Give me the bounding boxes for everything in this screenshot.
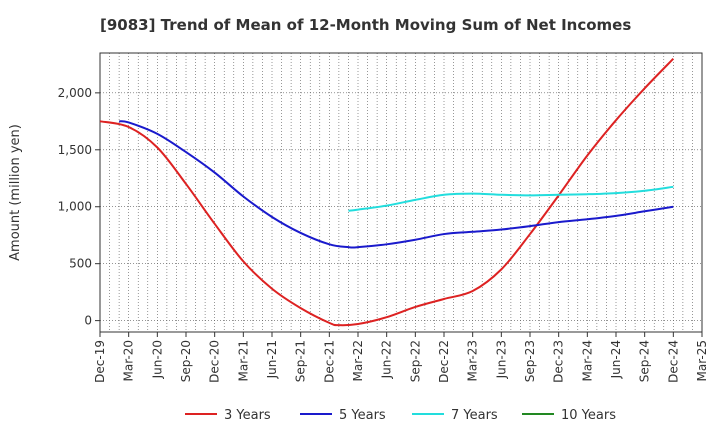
legend-label-3-years: 3 Years [224,408,271,423]
y-tick-label: 0 [84,314,92,328]
y-axis-ticks: 0 500 1,000 1,500 2,000 [58,86,100,328]
series-line-5-years [118,120,674,249]
y-axis-label: Amount (million yen) [8,124,23,261]
x-axis-ticks: Dec-19 Mar-20 Jun-20 Sep-20 Dec-20 Mar-21 Jun-… [93,332,709,383]
plot-area [99,52,703,333]
series-line-3-years [99,57,675,327]
x-tick-label: Dec-24 [666,340,680,383]
series-lines [99,57,675,327]
x-tick-label: Dec-23 [552,340,566,383]
chart-title: [9083] Trend of Mean of 12-Month Moving … [100,16,631,34]
x-tick-label: Sep-20 [179,340,193,382]
x-tick-label: Sep-21 [294,340,308,382]
x-tick-label: Mar-23 [466,340,480,381]
x-tick-label: Dec-20 [208,340,222,383]
series-line-7-years [348,185,674,212]
plot-background [100,53,702,332]
legend-label-10-years: 10 Years [561,408,616,423]
x-tick-label: Dec-21 [322,340,336,383]
x-tick-label: Mar-24 [580,340,594,381]
y-tick-label: 2,000 [58,86,92,100]
x-tick-label: Sep-23 [523,340,537,382]
legend-label-7-years: 7 Years [451,408,498,423]
y-tick-label: 500 [69,257,92,271]
horizontal-gridlines [100,92,702,321]
x-tick-label: Mar-22 [351,340,365,381]
x-tick-label: Mar-20 [122,340,136,381]
x-tick-label: Jun-22 [380,340,394,379]
plot-border [99,52,703,333]
x-tick-label: Sep-24 [638,340,652,382]
y-tick-label: 1,000 [58,200,92,214]
x-tick-label: Jun-20 [150,340,164,379]
x-tick-label: Dec-22 [437,340,451,383]
x-tick-label: Jun-23 [494,340,508,379]
legend: 3 Years 5 Years 7 Years 10 Years [185,408,616,423]
x-tick-label: Mar-21 [236,340,250,381]
x-tick-label: Mar-25 [695,340,709,381]
x-tick-label: Jun-21 [265,340,279,379]
x-tick-label: Dec-19 [93,340,107,383]
y-tick-label: 1,500 [58,143,92,157]
x-tick-label: Sep-22 [408,340,422,382]
x-tick-label: Jun-24 [609,340,623,379]
legend-label-5-years: 5 Years [339,408,386,423]
